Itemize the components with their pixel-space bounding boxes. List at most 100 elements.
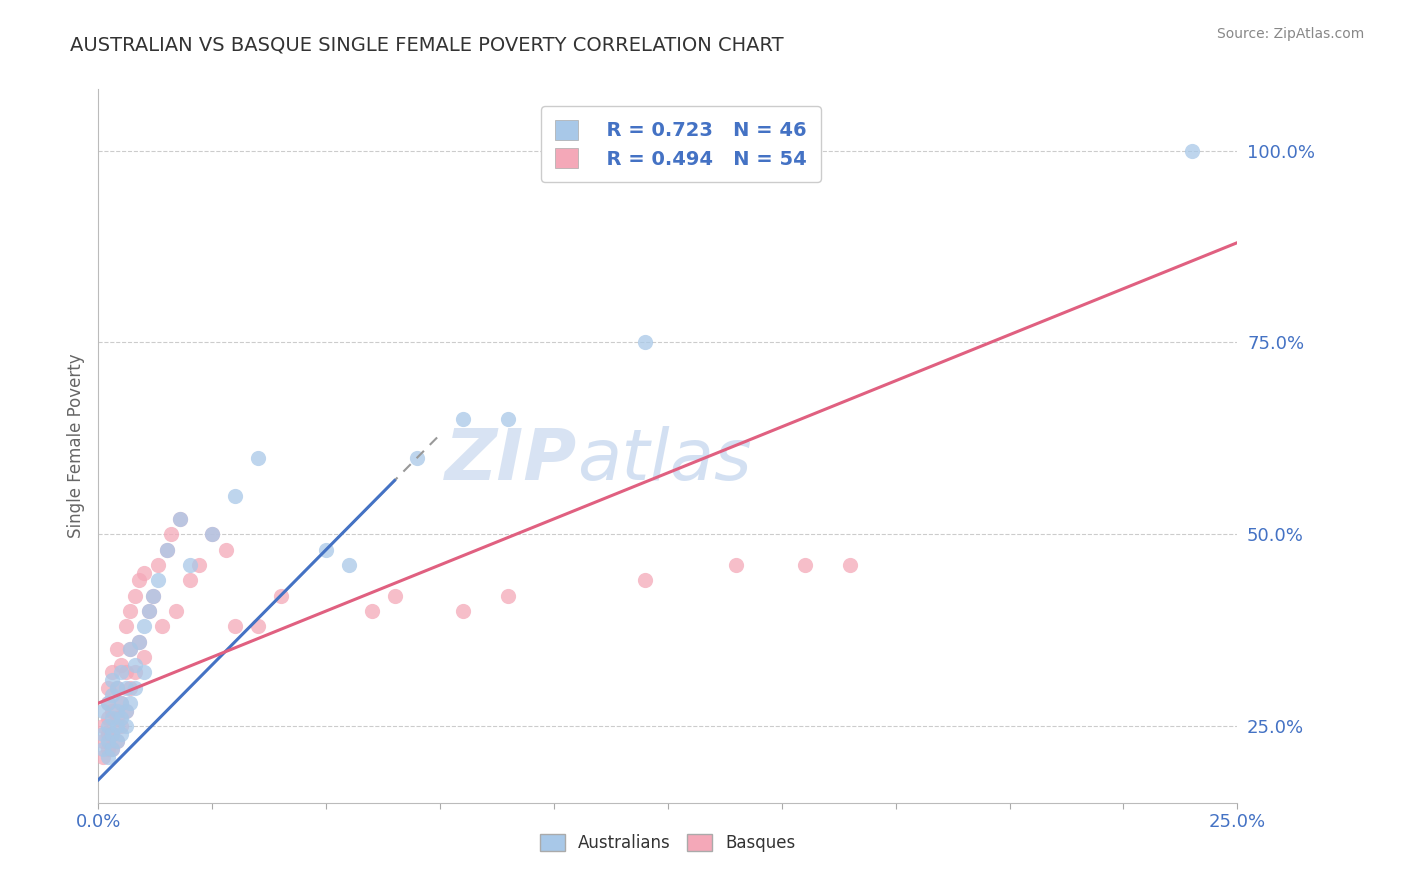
Point bbox=[110, 696, 132, 710]
Point bbox=[138, 604, 160, 618]
Point bbox=[169, 512, 191, 526]
Point bbox=[839, 558, 862, 572]
Point bbox=[114, 681, 136, 695]
Point bbox=[91, 749, 114, 764]
Point bbox=[114, 719, 136, 733]
Point bbox=[270, 589, 292, 603]
Point bbox=[128, 574, 150, 588]
Point bbox=[101, 689, 124, 703]
Point bbox=[124, 681, 146, 695]
Point bbox=[315, 542, 337, 557]
Point bbox=[224, 619, 246, 633]
Point bbox=[105, 681, 128, 695]
Point bbox=[156, 542, 179, 557]
Point bbox=[105, 719, 128, 733]
Point bbox=[105, 734, 128, 748]
Point bbox=[96, 727, 118, 741]
Point bbox=[96, 749, 118, 764]
Text: atlas: atlas bbox=[576, 425, 751, 495]
Point bbox=[360, 604, 382, 618]
Point bbox=[96, 742, 118, 756]
Point bbox=[156, 542, 179, 557]
Point bbox=[105, 642, 128, 657]
Point bbox=[96, 696, 118, 710]
Point bbox=[165, 604, 187, 618]
Point bbox=[110, 657, 132, 672]
Point bbox=[114, 704, 136, 718]
Point bbox=[110, 711, 132, 725]
Point bbox=[91, 742, 114, 756]
Y-axis label: Single Female Poverty: Single Female Poverty bbox=[66, 354, 84, 538]
Point bbox=[120, 696, 142, 710]
Point bbox=[337, 558, 360, 572]
Point bbox=[105, 704, 128, 718]
Point bbox=[128, 634, 150, 648]
Point bbox=[101, 673, 124, 687]
Point bbox=[201, 527, 224, 541]
Text: AUSTRALIAN VS BASQUE SINGLE FEMALE POVERTY CORRELATION CHART: AUSTRALIAN VS BASQUE SINGLE FEMALE POVER… bbox=[70, 36, 785, 54]
Point bbox=[96, 719, 118, 733]
Point bbox=[91, 719, 114, 733]
Point bbox=[146, 574, 169, 588]
Point bbox=[132, 650, 155, 665]
Point bbox=[246, 619, 269, 633]
Point bbox=[96, 681, 118, 695]
Point bbox=[179, 574, 201, 588]
Point bbox=[101, 727, 124, 741]
Point bbox=[793, 558, 815, 572]
Point bbox=[498, 412, 520, 426]
Point bbox=[101, 665, 124, 680]
Point bbox=[96, 696, 118, 710]
Point bbox=[105, 734, 128, 748]
Text: ZIP: ZIP bbox=[444, 425, 576, 495]
Point bbox=[215, 542, 238, 557]
Point bbox=[179, 558, 201, 572]
Point bbox=[138, 604, 160, 618]
Point bbox=[132, 619, 155, 633]
Point bbox=[224, 489, 246, 503]
Point bbox=[146, 558, 169, 572]
Point bbox=[1181, 144, 1204, 158]
Point bbox=[101, 711, 124, 725]
Point bbox=[246, 450, 269, 465]
Point bbox=[132, 665, 155, 680]
Point bbox=[91, 704, 114, 718]
Point bbox=[634, 335, 657, 350]
Point bbox=[91, 734, 114, 748]
Point bbox=[101, 742, 124, 756]
Point bbox=[128, 634, 150, 648]
Point bbox=[725, 558, 748, 572]
Point bbox=[124, 657, 146, 672]
Point bbox=[110, 727, 132, 741]
Point bbox=[120, 642, 142, 657]
Point bbox=[124, 589, 146, 603]
Legend: Australians, Basques: Australians, Basques bbox=[533, 827, 803, 859]
Point bbox=[110, 665, 132, 680]
Point bbox=[110, 696, 132, 710]
Point bbox=[120, 681, 142, 695]
Point bbox=[105, 681, 128, 695]
Point bbox=[142, 589, 165, 603]
Point bbox=[132, 566, 155, 580]
Point bbox=[114, 665, 136, 680]
Point bbox=[187, 558, 209, 572]
Point bbox=[96, 711, 118, 725]
Point bbox=[110, 719, 132, 733]
Point bbox=[120, 642, 142, 657]
Point bbox=[114, 704, 136, 718]
Point bbox=[142, 589, 165, 603]
Point bbox=[96, 734, 118, 748]
Point bbox=[101, 742, 124, 756]
Point bbox=[384, 589, 406, 603]
Point bbox=[101, 727, 124, 741]
Point bbox=[124, 665, 146, 680]
Point bbox=[160, 527, 183, 541]
Point bbox=[114, 619, 136, 633]
Point bbox=[105, 711, 128, 725]
Text: Source: ZipAtlas.com: Source: ZipAtlas.com bbox=[1216, 27, 1364, 41]
Point bbox=[91, 727, 114, 741]
Point bbox=[498, 589, 520, 603]
Point bbox=[451, 604, 474, 618]
Point bbox=[406, 450, 429, 465]
Point bbox=[150, 619, 173, 633]
